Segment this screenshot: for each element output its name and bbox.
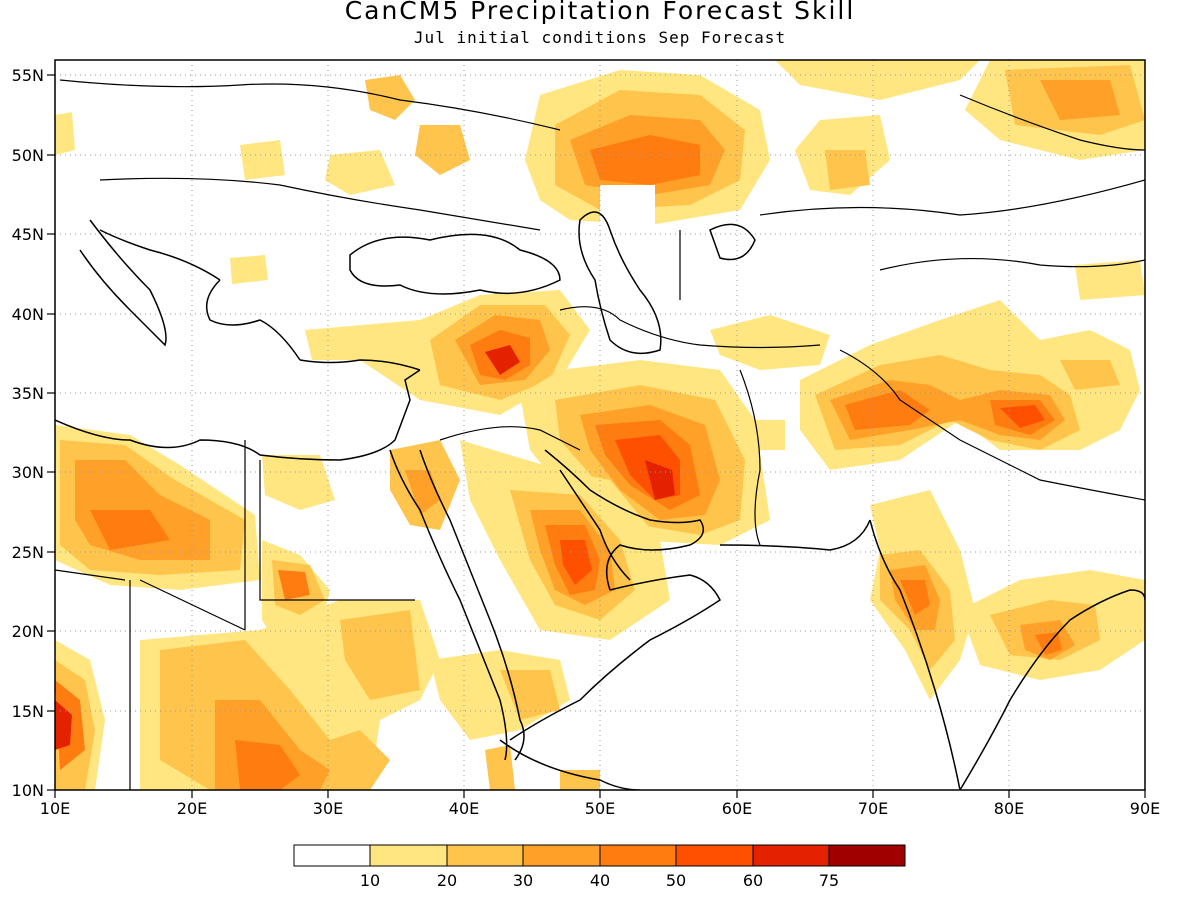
- y-tick-label: 20N: [12, 622, 44, 641]
- skill-region-central-africa: [55, 640, 105, 790]
- legend-label: 20: [437, 871, 457, 890]
- y-tick-label: 55N: [12, 66, 44, 85]
- skill-region-pakistan-tibet: [800, 300, 1140, 470]
- skill-patch: [485, 745, 515, 790]
- legend-label: 50: [666, 871, 686, 890]
- skill-region-mongolia: [775, 60, 1145, 195]
- legend-swatch: [599, 844, 677, 867]
- x-tick-label: 20E: [177, 799, 207, 818]
- legend-label: 30: [513, 871, 533, 890]
- coastlines-borders: [55, 79, 1145, 790]
- skill-patch: [240, 140, 285, 180]
- skill-region-libya: [55, 425, 260, 590]
- skill-patch: [55, 112, 75, 155]
- skill-patch: [325, 150, 395, 195]
- skill-region-india-west: [870, 490, 975, 700]
- legend-swatch: [522, 844, 601, 867]
- skill-patch: [415, 125, 470, 175]
- skill-patch: [500, 670, 560, 720]
- skill-region-india-east: [960, 570, 1145, 680]
- x-axis-labels: 10E 20E 30E 40E 50E 60E 70E 80E 90E: [40, 799, 1160, 818]
- skill-patch: [1075, 260, 1145, 300]
- skill-patch: [560, 770, 600, 790]
- x-tick-label: 80E: [994, 799, 1024, 818]
- x-tick-label: 70E: [858, 799, 888, 818]
- map-title: CanCM5 Precipitation Forecast Skill: [344, 0, 856, 25]
- x-tick-label: 50E: [585, 799, 615, 818]
- skill-region-iraq-syria: [305, 290, 590, 415]
- x-tick-label: 60E: [722, 799, 752, 818]
- skill-region-sudan: [140, 600, 440, 790]
- skill-field: [55, 60, 1145, 790]
- y-tick-label: 30N: [12, 463, 44, 482]
- legend-swatch: [828, 844, 906, 867]
- y-tick-label: 10N: [12, 781, 44, 800]
- skill-patch: [710, 315, 830, 370]
- x-tick-label: 90E: [1130, 799, 1160, 818]
- y-tick-label: 40N: [12, 305, 44, 324]
- legend-swatch: [293, 844, 371, 867]
- x-tick-label: 40E: [449, 799, 479, 818]
- y-tick-label: 35N: [12, 384, 44, 403]
- y-axis-labels: 10N 15N 20N 25N 30N 35N 40N 45N 50N 55N: [12, 66, 44, 800]
- legend-label: 75: [819, 871, 839, 890]
- legend-label: 40: [590, 871, 610, 890]
- x-tick-label: 30E: [313, 799, 343, 818]
- legend-label: 60: [743, 871, 763, 890]
- legend-swatch: [369, 844, 448, 867]
- skill-region-arabia: [460, 440, 670, 640]
- skill-patch: [230, 255, 268, 284]
- legend-swatch: [752, 844, 830, 867]
- color-legend: 10 20 30 40 50 60 75: [293, 844, 906, 890]
- map-grid: [55, 60, 1145, 790]
- skill-region-caspian: [525, 70, 770, 225]
- legend-swatch: [675, 844, 754, 867]
- y-tick-label: 15N: [12, 702, 44, 721]
- x-tick-label: 10E: [40, 799, 70, 818]
- y-tick-label: 25N: [12, 543, 44, 562]
- legend-label: 10: [360, 871, 380, 890]
- y-tick-label: 50N: [12, 146, 44, 165]
- map-subtitle: Jul initial conditions Sep Forecast: [413, 28, 787, 47]
- tick-marks: [47, 74, 1146, 798]
- legend-swatch: [446, 844, 524, 867]
- y-tick-label: 45N: [12, 225, 44, 244]
- skill-patch: [740, 420, 785, 450]
